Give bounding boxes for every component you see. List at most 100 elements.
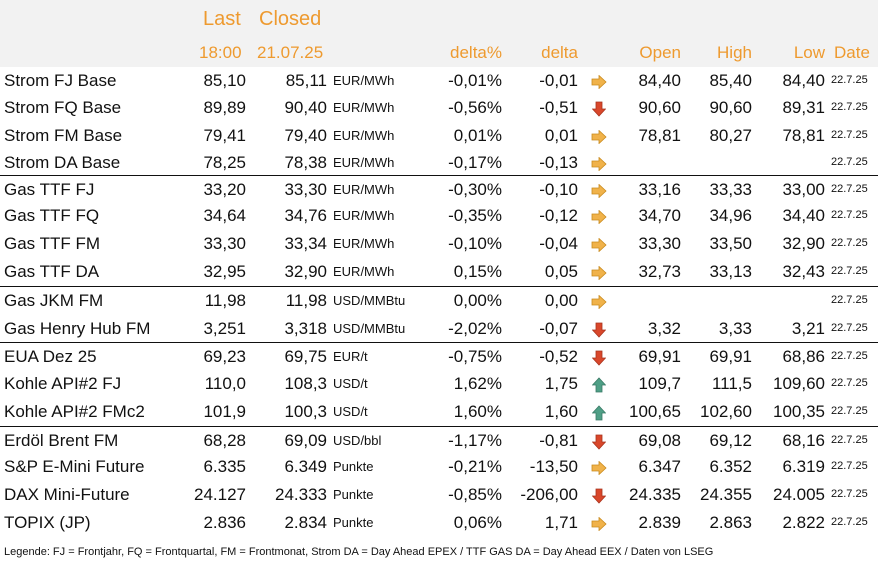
right-arrow-icon bbox=[590, 202, 608, 229]
cell-closed: 6.349 bbox=[284, 457, 327, 476]
table-row: S&P E-Mini Future 6.335 6.349 Punkte -0,21% -… bbox=[0, 453, 878, 480]
cell-name: Gas TTF DA bbox=[4, 262, 100, 281]
cell-closed: 100,3 bbox=[284, 402, 327, 421]
cell-open: 69,91 bbox=[638, 347, 681, 366]
cell-open: 78,81 bbox=[638, 126, 681, 145]
cell-unit: USD/MMBtu bbox=[333, 293, 406, 308]
right-arrow-icon bbox=[590, 230, 608, 257]
table-row: Gas TTF FJ 33,20 33,30 EUR/MWh -0,30% -0,10 33… bbox=[0, 175, 878, 202]
table-header: Last Closed 18:00 21.07.25 delta% delta … bbox=[0, 0, 878, 67]
cell-delta: -206,00 bbox=[520, 485, 578, 504]
cell-name: Kohle API#2 FMc2 bbox=[4, 402, 145, 421]
header-delta: delta bbox=[541, 43, 578, 62]
cell-date: 22.7.25 bbox=[831, 322, 868, 334]
legend-text: Legende: FJ = Frontjahr, FQ = Frontquart… bbox=[4, 546, 714, 558]
cell-high: 69,91 bbox=[709, 347, 752, 366]
cell-unit: EUR/MWh bbox=[333, 182, 395, 197]
table-row: Gas Henry Hub FM 3,251 3,318 USD/MMBtu -2,02… bbox=[0, 315, 878, 342]
right-arrow-icon bbox=[590, 149, 608, 176]
cell-pct: -0,10% bbox=[448, 234, 502, 253]
cell-date: 22.7.25 bbox=[831, 434, 868, 446]
cell-closed: 79,40 bbox=[284, 126, 327, 145]
cell-last: 33,20 bbox=[203, 180, 246, 199]
cell-name: Erdöl Brent FM bbox=[4, 431, 119, 450]
table-row: Gas TTF DA 32,95 32,90 EUR/MWh 0,15% 0,05 32,7… bbox=[0, 258, 878, 285]
cell-open: 34,70 bbox=[638, 206, 681, 225]
cell-pct: -0,21% bbox=[448, 457, 502, 476]
cell-high: 33,13 bbox=[709, 262, 752, 281]
cell-name: Gas Henry Hub FM bbox=[4, 319, 151, 338]
table-row: TOPIX (JP) 2.836 2.834 Punkte 0,06% 1,71 2.839… bbox=[0, 509, 878, 536]
cell-delta: -0,51 bbox=[539, 98, 578, 117]
table-row: Strom FM Base 79,41 79,40 EUR/MWh 0,01% 0,01 7… bbox=[0, 122, 878, 149]
cell-pct: -0,56% bbox=[448, 98, 502, 117]
cell-closed: 2.834 bbox=[284, 513, 327, 532]
cell-closed: 3,318 bbox=[284, 319, 327, 338]
cell-open: 109,7 bbox=[638, 374, 681, 393]
cell-name: TOPIX (JP) bbox=[4, 513, 91, 532]
cell-high: 34,96 bbox=[709, 206, 752, 225]
cell-pct: -2,02% bbox=[448, 319, 502, 338]
cell-last: 3,251 bbox=[203, 319, 246, 338]
header-closed-date: 21.07.25 bbox=[257, 43, 324, 62]
cell-date: 22.7.25 bbox=[831, 377, 868, 389]
header-high: High bbox=[717, 43, 752, 62]
cell-closed: 85,11 bbox=[285, 71, 327, 90]
cell-pct: 0,01% bbox=[453, 126, 502, 145]
cell-closed: 11,98 bbox=[285, 291, 327, 310]
cell-open: 6.347 bbox=[638, 457, 681, 476]
cell-pct: -0,01% bbox=[448, 71, 502, 90]
cell-delta: 1,71 bbox=[544, 513, 578, 532]
cell-closed: 108,3 bbox=[284, 374, 327, 393]
cell-closed: 69,75 bbox=[284, 347, 327, 366]
cell-delta: -0,04 bbox=[539, 234, 578, 253]
cell-high: 102,60 bbox=[700, 402, 752, 421]
cell-last: 79,41 bbox=[203, 126, 246, 145]
cell-unit: Punkte bbox=[333, 515, 374, 530]
cell-high: 24.355 bbox=[700, 485, 752, 504]
cell-name: Strom FQ Base bbox=[4, 98, 122, 117]
cell-pct: -0,35% bbox=[448, 206, 502, 225]
cell-name: Gas JKM FM bbox=[4, 291, 104, 310]
cell-unit: EUR/MWh bbox=[333, 100, 395, 115]
cell-name: Gas TTF FJ bbox=[4, 180, 95, 199]
cell-delta: -0,01 bbox=[539, 71, 578, 90]
cell-delta: 0,01 bbox=[544, 126, 578, 145]
cell-pct: 0,06% bbox=[453, 513, 502, 532]
cell-last: 85,10 bbox=[203, 71, 246, 90]
cell-high: 80,27 bbox=[709, 126, 752, 145]
cell-last: 32,95 bbox=[203, 262, 246, 281]
cell-low: 2.822 bbox=[782, 513, 825, 532]
table-row: Gas TTF FM 33,30 33,34 EUR/MWh -0,10% -0,04 33… bbox=[0, 230, 878, 257]
cell-high: 2.863 bbox=[709, 513, 752, 532]
cell-low: 78,81 bbox=[782, 126, 825, 145]
cell-low: 68,86 bbox=[782, 347, 825, 366]
cell-delta: 1,60 bbox=[544, 402, 578, 421]
header-open: Open bbox=[639, 43, 681, 62]
table-row: Strom FJ Base 85,10 85,11 EUR/MWh -0,01% -0,0… bbox=[0, 67, 878, 94]
table-row: Strom DA Base 78,25 78,38 EUR/MWh -0,17% -0,1… bbox=[0, 149, 878, 176]
cell-name: Gas TTF FQ bbox=[4, 206, 100, 225]
cell-last: 110,0 bbox=[204, 374, 246, 393]
cell-high: 6.352 bbox=[709, 457, 752, 476]
cell-pct: -0,85% bbox=[448, 485, 502, 504]
cell-pct: 0,00% bbox=[453, 291, 502, 310]
up-arrow-icon bbox=[590, 398, 608, 425]
down-arrow-icon bbox=[590, 481, 608, 508]
cell-low: 89,31 bbox=[782, 98, 825, 117]
cell-pct: 1,62% bbox=[453, 374, 502, 393]
cell-last: 6.335 bbox=[203, 457, 246, 476]
cell-name: Kohle API#2 FJ bbox=[4, 374, 122, 393]
cell-date: 22.7.25 bbox=[831, 101, 868, 113]
cell-low: 100,35 bbox=[773, 402, 825, 421]
cell-low: 34,40 bbox=[782, 206, 825, 225]
cell-date: 22.7.25 bbox=[831, 183, 868, 195]
cell-closed: 24.333 bbox=[275, 485, 327, 504]
right-arrow-icon bbox=[590, 176, 608, 203]
cell-open: 100,65 bbox=[629, 402, 681, 421]
cell-pct: -0,17% bbox=[448, 153, 502, 172]
cell-unit: USD/t bbox=[333, 404, 368, 419]
cell-closed: 90,40 bbox=[284, 98, 327, 117]
down-arrow-icon bbox=[590, 94, 608, 121]
cell-delta: 1,75 bbox=[544, 374, 578, 393]
